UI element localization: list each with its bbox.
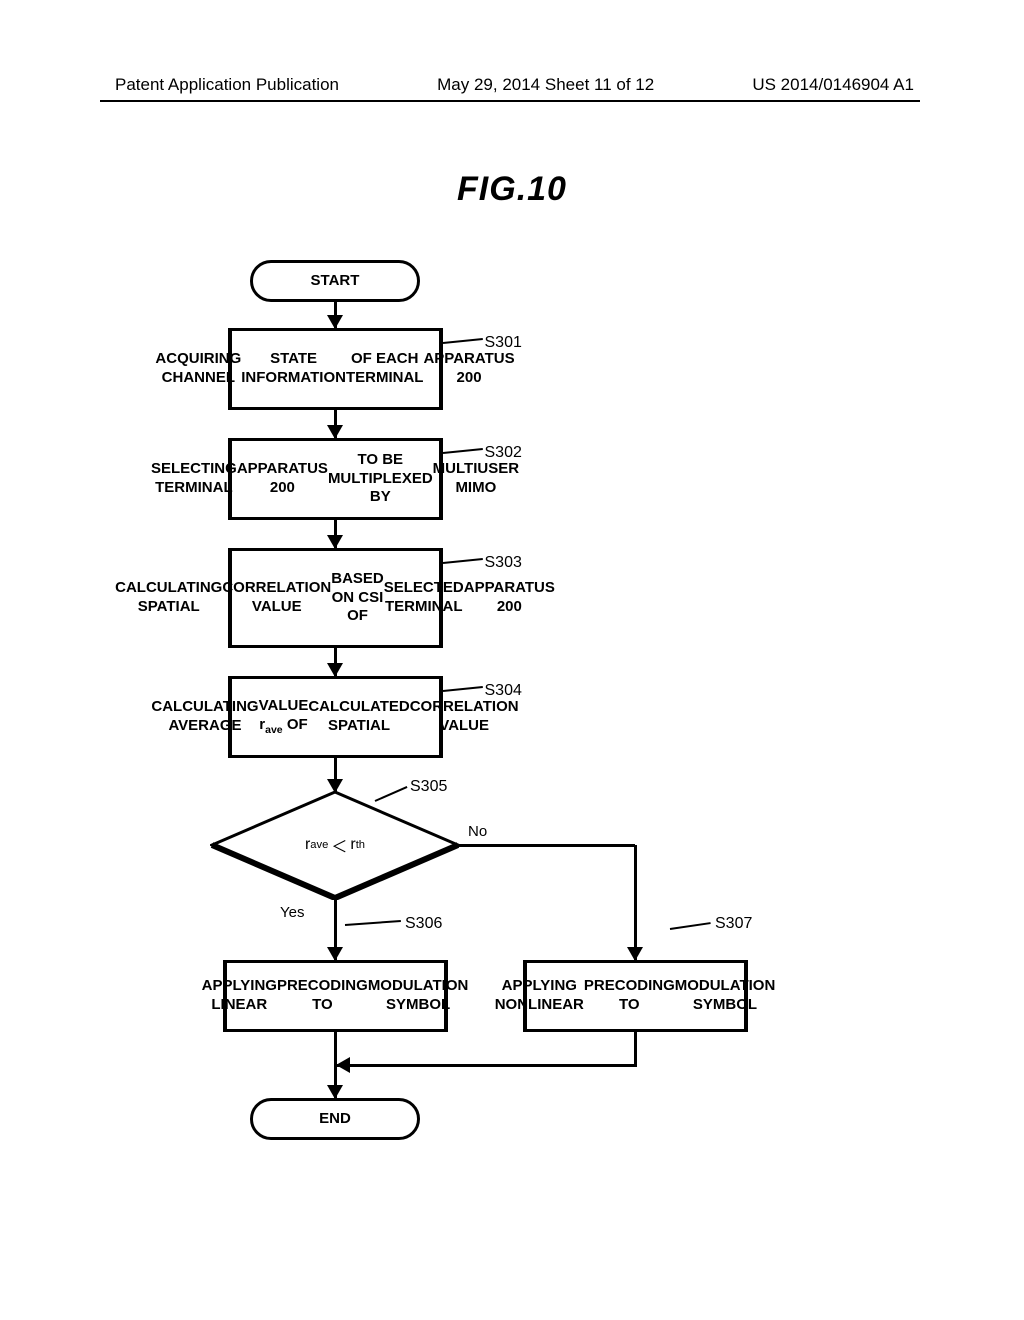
arrow-diamond-s306 (334, 898, 337, 960)
leader-s302 (442, 448, 482, 454)
page-header: Patent Application Publication May 29, 2… (0, 75, 1024, 95)
label-s306: S306 (405, 915, 442, 933)
decision-s305: rave ＜ rth (210, 790, 460, 900)
branch-yes: Yes (280, 904, 304, 921)
label-s302: S302 (485, 444, 522, 462)
arrow-start-s301 (334, 302, 337, 328)
leader-s307 (670, 922, 711, 930)
label-s301: S301 (485, 334, 522, 352)
arrow-s304-diamond (334, 758, 337, 792)
process-s307: APPLYING NONLINEARPRECODING TOMODULATION… (523, 960, 748, 1032)
header-center: May 29, 2014 Sheet 11 of 12 (437, 75, 654, 95)
process-s302: SELECTING TERMINALAPPARATUS 200TO BE MUL… (228, 438, 443, 520)
header-left: Patent Application Publication (115, 75, 339, 95)
arrow-s307-merge-h (337, 1064, 637, 1067)
lhs-sub: ave (310, 839, 328, 851)
leader-s306 (345, 920, 401, 926)
arrow-diamond-right-h (458, 844, 635, 847)
label-s305: S305 (410, 778, 447, 796)
process-s303: CALCULATING SPATIALCORRELATION VALUEBASE… (228, 548, 443, 648)
header-rule (100, 100, 920, 102)
leader-s304 (442, 686, 482, 692)
figure-title: FIG.10 (0, 170, 1024, 209)
process-s304: CALCULATING AVERAGEVALUE rave OFCALCULAT… (228, 676, 443, 758)
terminator-start: START (250, 260, 420, 302)
branch-no: No (468, 823, 487, 840)
label-s304: S304 (485, 682, 522, 700)
decision-text: rave ＜ rth (210, 790, 460, 900)
arrow-s302-s303 (334, 520, 337, 548)
label-s303: S303 (485, 554, 522, 572)
arrow-s301-s302 (334, 410, 337, 438)
arrow-s303-s304 (334, 648, 337, 676)
header-right: US 2014/0146904 A1 (752, 75, 914, 95)
leader-s301 (442, 338, 482, 344)
terminator-end: END (250, 1098, 420, 1140)
rhs-sub: th (356, 839, 365, 851)
label-s307: S307 (715, 915, 752, 933)
leader-s303 (442, 558, 482, 564)
arrow-s307-merge-v (634, 1032, 637, 1065)
process-s306: APPLYING LINEARPRECODING TOMODULATION SY… (223, 960, 448, 1032)
op: ＜ (331, 833, 347, 857)
process-s301: ACQUIRING CHANNELSTATE INFORMATIONOF EAC… (228, 328, 443, 410)
arrow-diamond-right-v (634, 845, 637, 960)
